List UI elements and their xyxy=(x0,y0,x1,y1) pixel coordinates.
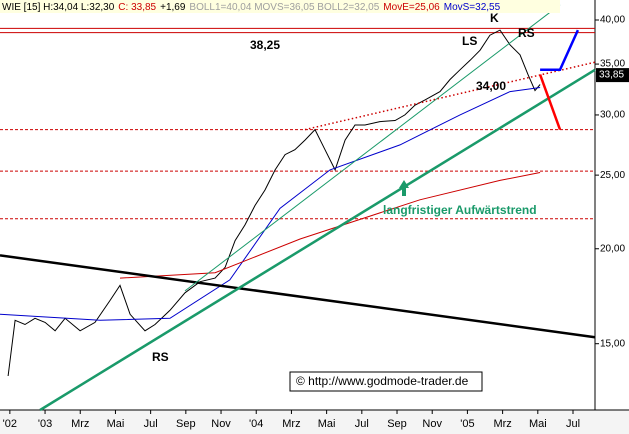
arrow xyxy=(399,180,409,196)
header-item: +1,69 xyxy=(160,2,186,13)
header-bg xyxy=(0,0,560,13)
header-item: WIE [15] H:34,04 L:32,30 xyxy=(2,2,115,13)
x-tick-label: Mai xyxy=(107,418,125,430)
x-tick-label: Mrz xyxy=(71,418,89,430)
x-tick-label: '03 xyxy=(38,418,52,430)
x-tick-label: Nov xyxy=(422,418,442,430)
header-item: MovE=25,06 xyxy=(383,2,440,13)
header-item: BOLL1=40,04 MOVS=36,05 BOLL2=32,05 xyxy=(189,2,379,13)
copyright: © http://www.godmode-trader.de xyxy=(296,374,469,388)
x-tick-label: Mrz xyxy=(493,418,511,430)
annotation: K xyxy=(490,11,499,25)
x-tick-label: Nov xyxy=(211,418,231,430)
x-tick-label: Mrz xyxy=(282,418,300,430)
series-line xyxy=(119,172,541,279)
series-line xyxy=(0,87,541,321)
annotation: RS xyxy=(152,350,169,364)
x-tick-label: Mai xyxy=(529,418,547,430)
header: WIE [15] H:34,04 L:32,30 C: 33,85 +1,69 BOL… xyxy=(2,2,501,13)
x-tick-label: Mai xyxy=(318,418,336,430)
x-tick-label: '02 xyxy=(3,418,17,430)
y-tick-label: 30,00 xyxy=(600,110,625,121)
series-line xyxy=(0,254,596,339)
annotation: RS xyxy=(518,26,535,40)
series-line xyxy=(184,4,561,292)
copyright-box xyxy=(289,371,483,392)
series-line xyxy=(540,29,580,72)
x-tick-label: Jul xyxy=(566,418,580,430)
x-tick-label: Jul xyxy=(144,418,158,430)
annotation: LS xyxy=(462,34,477,48)
x-tick-label: Sep xyxy=(387,418,407,430)
series-line xyxy=(304,61,596,131)
y-tick-label: 35,00 xyxy=(600,59,625,70)
plot xyxy=(0,4,596,412)
last-price-label: 33,85 xyxy=(599,70,624,81)
y-tick-label: 15,00 xyxy=(600,338,625,349)
x-tick-label: '04 xyxy=(249,418,263,430)
x-tick-label: '05 xyxy=(460,418,474,430)
series-line xyxy=(39,68,596,412)
series-line xyxy=(7,29,541,377)
annotation: langfristiger Aufwärtstrend xyxy=(383,203,537,217)
series-line xyxy=(538,74,562,131)
annotation: 38,25 xyxy=(250,38,280,52)
x-tick-label: Jul xyxy=(355,418,369,430)
header-item: C: 33,85 xyxy=(118,2,156,13)
y-tick-label: 40,00 xyxy=(600,15,625,26)
annotation: 34,00 xyxy=(476,79,506,93)
x-tick-label: Sep xyxy=(176,418,196,430)
y-tick-label: 25,00 xyxy=(600,170,625,181)
last-price-box xyxy=(596,68,629,83)
x-axis-band xyxy=(0,410,629,434)
header-item: MovS=32,55 xyxy=(444,2,501,13)
y-tick-label: 20,00 xyxy=(600,243,625,254)
